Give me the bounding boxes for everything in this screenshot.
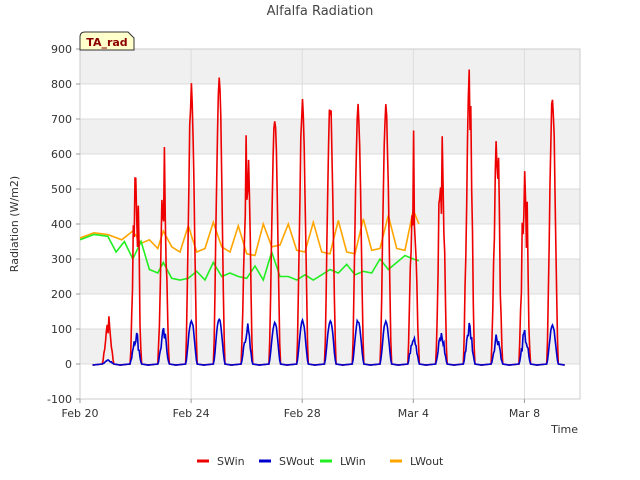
x-tick-label: Feb 24: [173, 407, 210, 420]
series-line-lwout: [79, 207, 420, 257]
y-tick-label: 500: [51, 183, 72, 196]
plot-band: [80, 259, 580, 294]
legend-label-lwout: LWout: [410, 455, 444, 468]
y-tick-label: 700: [51, 113, 72, 126]
legend: SWin SWout LWin LWout: [197, 455, 444, 468]
x-axis-ticks: Feb 20 Feb 24 Feb 28 Mar 4 Mar 8: [62, 399, 540, 420]
legend-label-swout: SWout: [279, 455, 315, 468]
legend-label-lwin: LWin: [340, 455, 366, 468]
x-axis-label: Time: [550, 423, 578, 436]
series-lines: [79, 69, 565, 366]
y-tick-label: 0: [65, 358, 72, 371]
y-axis-label: Radiation (W/m2): [8, 176, 21, 272]
plot-band: [80, 49, 580, 84]
y-tick-label: 300: [51, 253, 72, 266]
y-axis-ticks: -100 0 100 200 300 400 500 600 700 800 900: [47, 43, 80, 406]
series-line-lwin: [79, 233, 420, 282]
x-tick-label: Feb 20: [62, 407, 99, 420]
legend-label-swin: SWin: [217, 455, 245, 468]
ta-rad-badge: TA_rad: [79, 31, 135, 51]
y-tick-label: -100: [47, 393, 72, 406]
y-tick-label: 900: [51, 43, 72, 56]
ta-rad-badge-label: TA_rad: [86, 36, 127, 49]
series-line-swin: [92, 69, 565, 366]
plot-background-bands: [80, 49, 580, 364]
y-tick-label: 100: [51, 323, 72, 336]
x-tick-label: Mar 4: [398, 407, 429, 420]
plot-band: [80, 189, 580, 224]
x-tick-label: Mar 8: [509, 407, 540, 420]
chart-title: Alfalfa Radiation: [267, 4, 374, 19]
x-tick-label: Feb 28: [284, 407, 321, 420]
y-tick-label: 400: [51, 218, 72, 231]
series-line-swout: [92, 317, 565, 366]
plot-band: [80, 329, 580, 364]
y-tick-label: 800: [51, 78, 72, 91]
plot-band: [80, 119, 580, 154]
y-tick-label: 200: [51, 288, 72, 301]
y-tick-label: 600: [51, 148, 72, 161]
